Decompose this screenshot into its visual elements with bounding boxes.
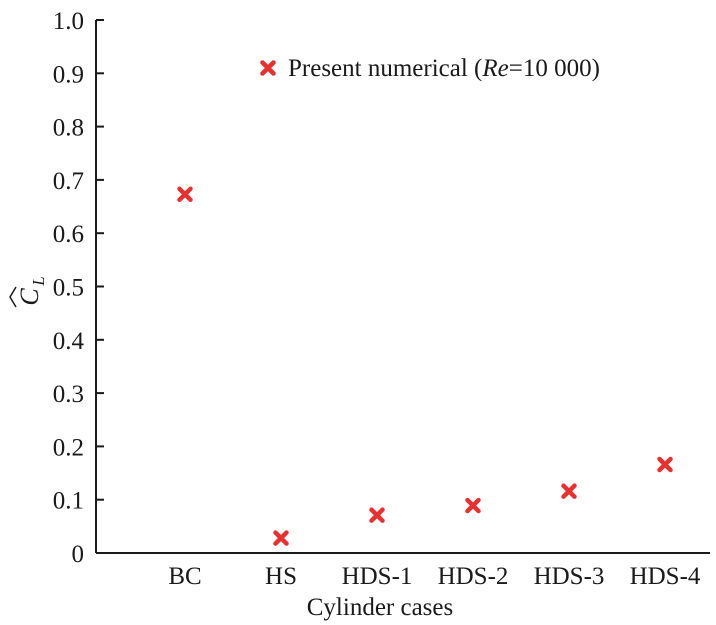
y-tick-label: 0.1 [53,488,84,515]
data-point [273,530,289,546]
y-axis-title: C L [9,276,48,308]
y-tick-label: 1.0 [53,8,84,35]
y-axis-title-symbol: C [15,288,44,306]
x-axis-title: Cylinder cases [307,594,453,621]
data-point [561,483,577,499]
legend-marker-x [260,60,276,76]
legend: Present numerical (Re=10 000) [260,55,600,82]
x-ticks: BC HS HDS-1 HDS-2 HDS-3 HDS-4 [168,563,701,590]
x-tick-label: BC [168,563,201,590]
data-points [177,186,673,546]
data-point [657,456,673,473]
x-tick-label: HDS-4 [630,563,701,590]
y-tick-label: 0.9 [53,61,84,88]
x-tick-label: HDS-2 [438,563,509,590]
x-tick-label: HDS-3 [534,563,605,590]
y-tick-label: 0.4 [53,328,85,355]
legend-marker [260,60,276,76]
y-tick-label: 0.6 [53,221,84,248]
y-tick-label: 0.7 [53,168,84,195]
y-tick-label: 0.8 [53,115,84,142]
data-point [465,497,481,514]
y-tick-label: 0 [72,541,85,568]
x-tick-label: HS [265,563,297,590]
y-axis-title-subscript: L [29,276,48,286]
y-axis-title-hat [9,286,17,308]
data-point [369,507,385,523]
x-tick-label: HDS-1 [342,563,413,590]
axes [95,20,710,554]
y-tick-label: 0.3 [53,381,84,408]
y-tick-label: 0.5 [53,275,84,302]
y-ticks: 0 0.1 0.2 0.3 0.4 0.5 0.6 0.7 0.8 0.9 1.0 [53,8,104,568]
legend-label: Present numerical (Re=10 000) [288,55,600,82]
data-point [177,186,193,203]
y-tick-label: 0.2 [53,434,84,461]
